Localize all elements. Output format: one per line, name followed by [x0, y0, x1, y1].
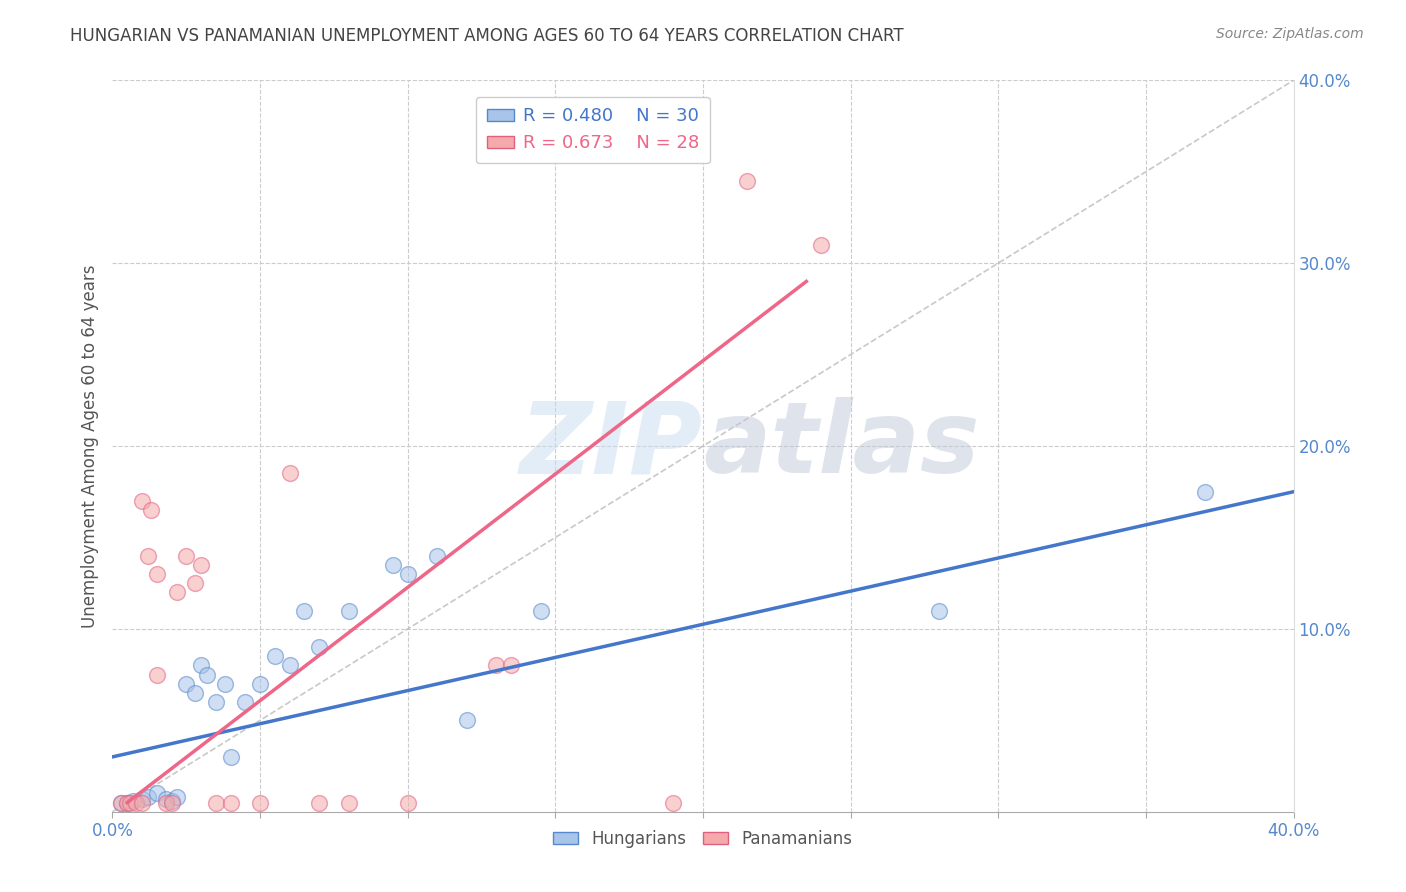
Point	[155, 796, 177, 810]
Point	[166, 585, 188, 599]
Point	[737, 174, 759, 188]
Point	[278, 658, 301, 673]
Text: atlas: atlas	[703, 398, 980, 494]
Text: HUNGARIAN VS PANAMANIAN UNEMPLOYMENT AMONG AGES 60 TO 64 YEARS CORRELATION CHART: HUNGARIAN VS PANAMANIAN UNEMPLOYMENT AMO…	[70, 27, 904, 45]
Point	[219, 796, 242, 810]
Point	[120, 796, 142, 810]
Point	[146, 667, 169, 681]
Point	[214, 676, 236, 690]
Point	[396, 567, 419, 582]
Point	[278, 467, 301, 481]
Text: Source: ZipAtlas.com: Source: ZipAtlas.com	[1216, 27, 1364, 41]
Point	[264, 649, 287, 664]
Point	[308, 796, 330, 810]
Text: ZIP: ZIP	[520, 398, 703, 494]
Point	[146, 787, 169, 801]
Point	[337, 603, 360, 617]
Point	[184, 686, 207, 700]
Point	[160, 794, 183, 808]
Point	[190, 658, 212, 673]
Point	[195, 667, 218, 681]
Point	[139, 503, 162, 517]
Point	[810, 238, 832, 252]
Point	[117, 796, 138, 810]
Point	[122, 794, 145, 808]
Point	[110, 796, 132, 810]
Point	[131, 792, 153, 806]
Point	[249, 676, 271, 690]
Point	[155, 792, 177, 806]
Point	[382, 558, 405, 572]
Point	[160, 796, 183, 810]
Point	[308, 640, 330, 655]
Point	[292, 603, 315, 617]
Point	[501, 658, 523, 673]
Point	[125, 796, 148, 810]
Point	[337, 796, 360, 810]
Point	[166, 790, 188, 805]
Point	[131, 494, 153, 508]
Point	[456, 714, 478, 728]
Point	[529, 603, 551, 617]
Legend: Hungarians, Panamanians: Hungarians, Panamanians	[547, 823, 859, 855]
Point	[146, 567, 169, 582]
Point	[190, 558, 212, 572]
Point	[184, 576, 207, 591]
Point	[928, 603, 950, 617]
Point	[485, 658, 508, 673]
Point	[205, 695, 228, 709]
Point	[233, 695, 256, 709]
Point	[174, 676, 197, 690]
Point	[136, 790, 159, 805]
Point	[249, 796, 271, 810]
Point	[396, 796, 419, 810]
Point	[110, 796, 132, 810]
Point	[174, 549, 197, 563]
Point	[131, 796, 153, 810]
Point	[1194, 484, 1216, 499]
Point	[136, 549, 159, 563]
Point	[205, 796, 228, 810]
Point	[662, 796, 685, 810]
Y-axis label: Unemployment Among Ages 60 to 64 years: Unemployment Among Ages 60 to 64 years	[80, 264, 98, 628]
Point	[117, 796, 138, 810]
Point	[219, 749, 242, 764]
Point	[426, 549, 449, 563]
